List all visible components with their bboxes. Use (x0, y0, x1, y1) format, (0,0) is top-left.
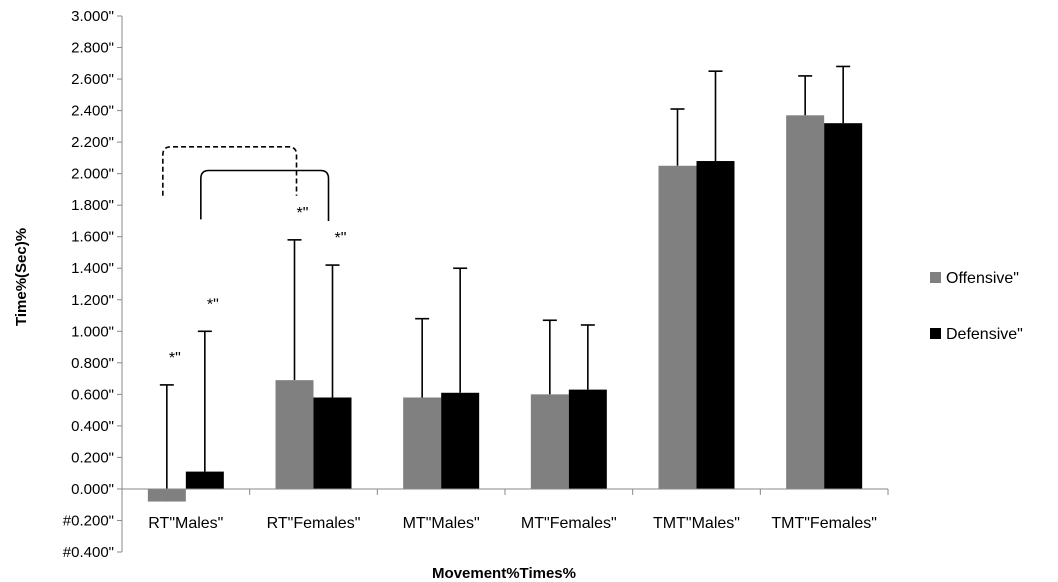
y-axis-tick-labels: #0.400" #0.200" 0.000" 0.200" 0.400" 0.600" 0.… (63, 8, 114, 561)
bar-offensive (147, 488, 186, 502)
significance-marker: *" (335, 230, 347, 247)
axes (117, 15, 889, 553)
y-tick-label: 2.200" (71, 134, 114, 151)
y-tick-label: 2.800" (71, 40, 114, 57)
y-tick-label: 0.400" (71, 418, 114, 435)
x-axis-category-labels: RT"Males" RT"Females" MT"Males" MT"Females"… (148, 515, 877, 532)
y-tick-label: 0.600" (71, 386, 114, 403)
y-tick-label: 2.400" (71, 103, 114, 120)
y-tick-label: 3.000" (71, 8, 114, 25)
y-tick-label: 1.200" (71, 292, 114, 309)
y-tick-label: 1.800" (71, 197, 114, 214)
y-tick-label: 1.400" (71, 260, 114, 277)
error-bars (159, 65, 851, 502)
bar-defensive (185, 471, 224, 489)
bars (147, 115, 863, 502)
y-tick-label: #0.400" (63, 544, 114, 561)
significance-marker: *" (169, 350, 181, 367)
bar-defensive (824, 123, 863, 489)
x-category-label: RT"Males" (148, 515, 223, 532)
legend-label-offensive: Offensive" (946, 270, 1019, 287)
x-category-label: RT"Females" (267, 515, 361, 532)
bar-offensive (530, 394, 569, 489)
y-tick-label: #0.200" (63, 512, 114, 529)
bar-offensive (275, 380, 314, 489)
x-category-label: TMT"Males" (653, 515, 740, 532)
y-tick-label: 2.600" (71, 71, 114, 88)
legend-swatch-offensive (930, 272, 941, 283)
bar-defensive (568, 389, 607, 489)
bar-defensive (696, 161, 735, 489)
x-axis-title: Movement%Times% (432, 565, 576, 582)
legend-label-defensive: Defensive" (946, 326, 1023, 343)
legend-swatch-defensive (930, 328, 941, 339)
x-category-label: TMT"Females" (771, 515, 877, 532)
y-tick-label: 1.000" (71, 323, 114, 340)
y-tick-label: 0.800" (71, 355, 114, 372)
x-category-label: MT"Males" (403, 515, 480, 532)
y-tick-label: 0.000" (71, 481, 114, 498)
bar-defensive (313, 397, 352, 489)
significance-annotations: *" *" *" *" (162, 146, 347, 367)
bar-offensive (658, 165, 697, 489)
y-tick-label: 2.000" (71, 166, 114, 183)
bar-defensive (441, 392, 480, 489)
bar-offensive (403, 397, 442, 489)
significance-marker: *" (207, 296, 219, 313)
bar-offensive (786, 115, 825, 489)
legend: Offensive" Defensive" (930, 270, 1023, 343)
y-tick-label: 1.600" (71, 229, 114, 246)
dashed-significance-bracket (162, 146, 298, 196)
solid-significance-bracket (200, 169, 330, 221)
y-axis-title: Time%(Sec)% (13, 228, 30, 326)
x-category-label: MT"Females" (521, 515, 617, 532)
y-tick-label: 0.200" (71, 449, 114, 466)
significance-marker: *" (297, 205, 309, 222)
